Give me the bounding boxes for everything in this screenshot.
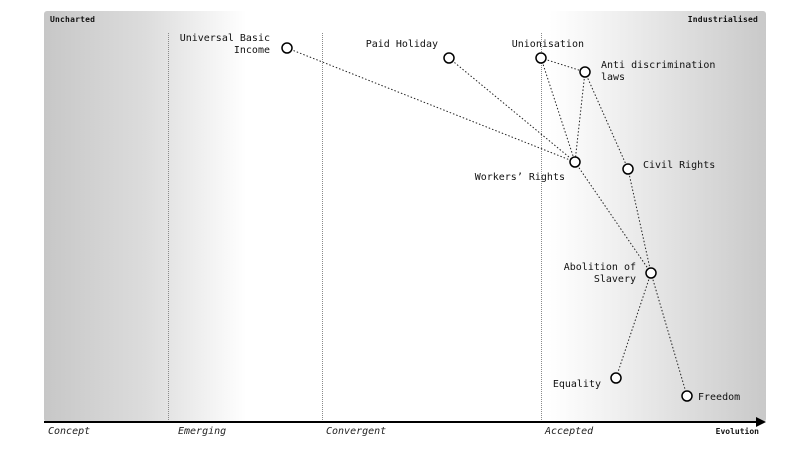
stage-label-emerging: Emerging: [178, 426, 227, 437]
node-ubi[interactable]: [281, 42, 293, 54]
label-abolition-of-slavery: Abolition of Slavery: [563, 262, 636, 285]
stage-divider-accepted: [541, 33, 542, 422]
link-workers-abolition: [574, 161, 652, 274]
node-antidisc[interactable]: [579, 66, 591, 78]
link-union-workers: [540, 57, 576, 163]
link-antidisc-workers: [574, 71, 586, 163]
label-unionisation: Unionisation: [511, 39, 584, 50]
node-freedom[interactable]: [681, 390, 693, 402]
stage-label-accepted: Accepted: [545, 426, 594, 437]
link-holiday-workers: [448, 57, 576, 163]
label-workers-rights: Workers’ Rights: [474, 172, 565, 183]
label-freedom: Freedom: [698, 392, 741, 403]
link-union-antidisc: [540, 57, 586, 73]
axis-title-evolution: Evolution: [715, 427, 759, 436]
stage-label-convergent: Convergent: [326, 426, 387, 437]
node-equality[interactable]: [610, 372, 622, 384]
label-anti-discrimination-laws: Anti discrimination laws: [601, 60, 716, 83]
stage-label-concept: Concept: [48, 426, 91, 437]
stage-divider-emerging: [168, 33, 169, 422]
node-union[interactable]: [535, 52, 547, 64]
node-workers[interactable]: [569, 156, 581, 168]
node-abolition[interactable]: [645, 267, 657, 279]
corner-label-uncharted: Uncharted: [50, 15, 96, 24]
link-civil-abolition: [627, 168, 652, 274]
map-background: [44, 11, 766, 422]
link-abolition-freedom: [650, 272, 688, 397]
label-universal-basic-income: Universal Basic Income: [179, 33, 270, 56]
stage-divider-convergent: [322, 33, 323, 422]
label-equality: Equality: [552, 379, 601, 390]
node-civil[interactable]: [622, 163, 634, 175]
axis-arrow-icon: [756, 417, 766, 427]
link-antidisc-civil: [584, 71, 629, 170]
link-ubi-workers: [286, 47, 576, 163]
label-paid-holiday: Paid Holiday: [365, 39, 438, 50]
node-holiday[interactable]: [443, 52, 455, 64]
evolution-axis: [44, 421, 760, 423]
link-abolition-equality: [615, 272, 652, 379]
label-civil-rights: Civil Rights: [643, 160, 716, 171]
corner-label-industrialised: Industrialised: [687, 15, 758, 24]
